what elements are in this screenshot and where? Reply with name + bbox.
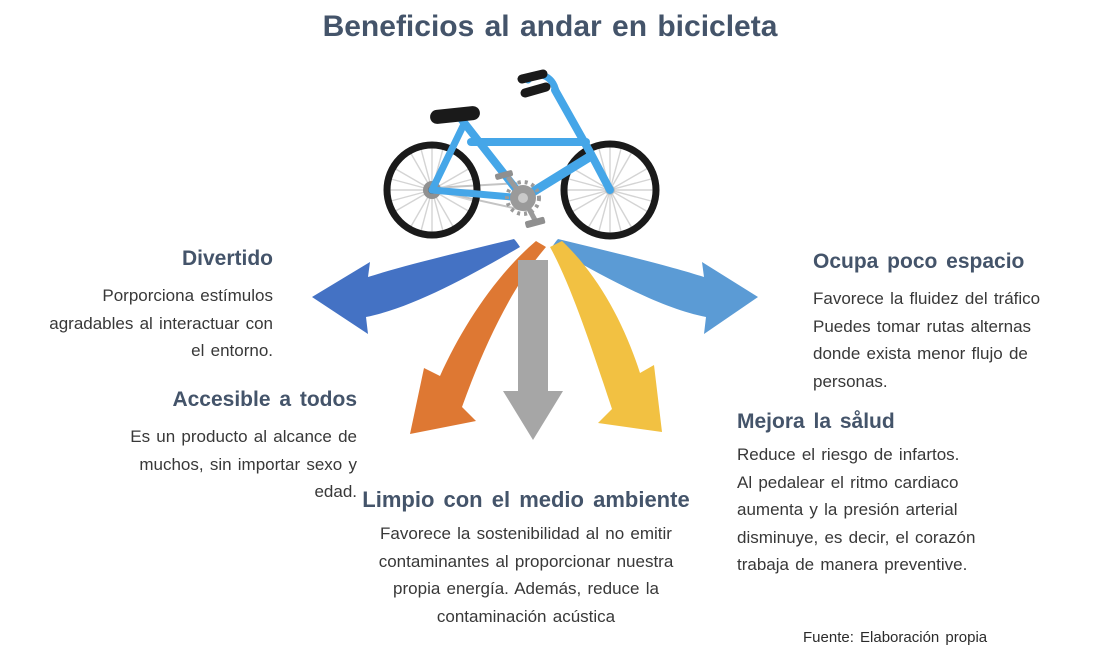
- section-ocupa: Ocupa poco espacio Favorece la fluidez d…: [813, 249, 1093, 395]
- section-body-line: Favorece la fluidez del tráfico: [813, 289, 1041, 308]
- section-body-line: Es un producto al alcance de: [130, 427, 357, 446]
- section-body-line: muchos, sin importar sexo y: [139, 454, 357, 474]
- section-body-line: contaminación acústica: [436, 606, 616, 626]
- curved-arrow-right-icon: [552, 239, 758, 334]
- section-body-line: aumenta y la presión arterial: [737, 500, 958, 519]
- section-body-line: Puedes tomar rutas alternas: [813, 316, 1032, 336]
- page-title: Beneficios al andar en bicicleta: [322, 10, 778, 43]
- bike-crankset: [494, 170, 546, 229]
- section-limpio: Limpio con el medio ambiente Favorece la…: [346, 486, 706, 630]
- section-body-line: trabaja de manera preventive.: [737, 555, 968, 574]
- section-divertido: Divertido Porporciona estímulos agradabl…: [23, 246, 273, 365]
- section-heading: Mejora la sålud: [737, 410, 895, 433]
- section-body-line: agradables al interactuar con: [49, 313, 273, 333]
- curved-arrow-down-left-icon: [410, 241, 546, 434]
- section-body-line: el entorno.: [191, 341, 273, 360]
- bicycle-icon: [383, 69, 660, 240]
- bike-pedal: [494, 170, 514, 180]
- straight-arrow-down-icon: [503, 260, 563, 440]
- section-body-line: Porporciona estímulos: [102, 286, 273, 305]
- bike-tire: [383, 141, 481, 239]
- section-body-line: edad.: [314, 482, 357, 501]
- bike-gear-center: [518, 193, 528, 203]
- source-note: Fuente: Elaboración propia: [803, 629, 988, 646]
- bike-handlebar: [517, 69, 551, 98]
- section-body-line: propia energía. Además, reduce la: [393, 579, 659, 598]
- section-heading: Divertido: [181, 247, 273, 270]
- section-body-line: Al pedalear el ritmo cardiaco: [737, 472, 959, 492]
- bike-gear-teeth: [505, 180, 541, 216]
- curved-arrow-left-icon: [312, 239, 520, 334]
- curved-arrow-down-right-icon: [550, 241, 662, 432]
- section-body-line: disminuye, es decir, el corazón: [737, 527, 976, 547]
- section-mejora: Mejora la sålud Reduce el riesgo de infa…: [737, 409, 1027, 579]
- section-body-line: Reduce el riesgo de infartos.: [737, 445, 960, 464]
- section-body-line: contaminantes al proporcionar nuestra: [378, 551, 674, 571]
- section-body-line: personas.: [813, 371, 888, 391]
- section-heading: Accesible a todos: [172, 388, 357, 411]
- section-body-line: donde exista menor flujo de: [813, 344, 1028, 363]
- section-heading: Limpio con el medio ambiente: [362, 487, 690, 512]
- bike-seat: [430, 106, 480, 124]
- section-body-line: Favorece la sostenibilidad al no emitir: [380, 524, 672, 543]
- bike-pedal: [525, 216, 546, 229]
- bike-tire: [560, 140, 660, 240]
- section-heading: Ocupa poco espacio: [813, 250, 1025, 273]
- section-accesible: Accesible a todos Es un producto al alca…: [107, 387, 357, 506]
- benefit-arrows: [312, 239, 758, 440]
